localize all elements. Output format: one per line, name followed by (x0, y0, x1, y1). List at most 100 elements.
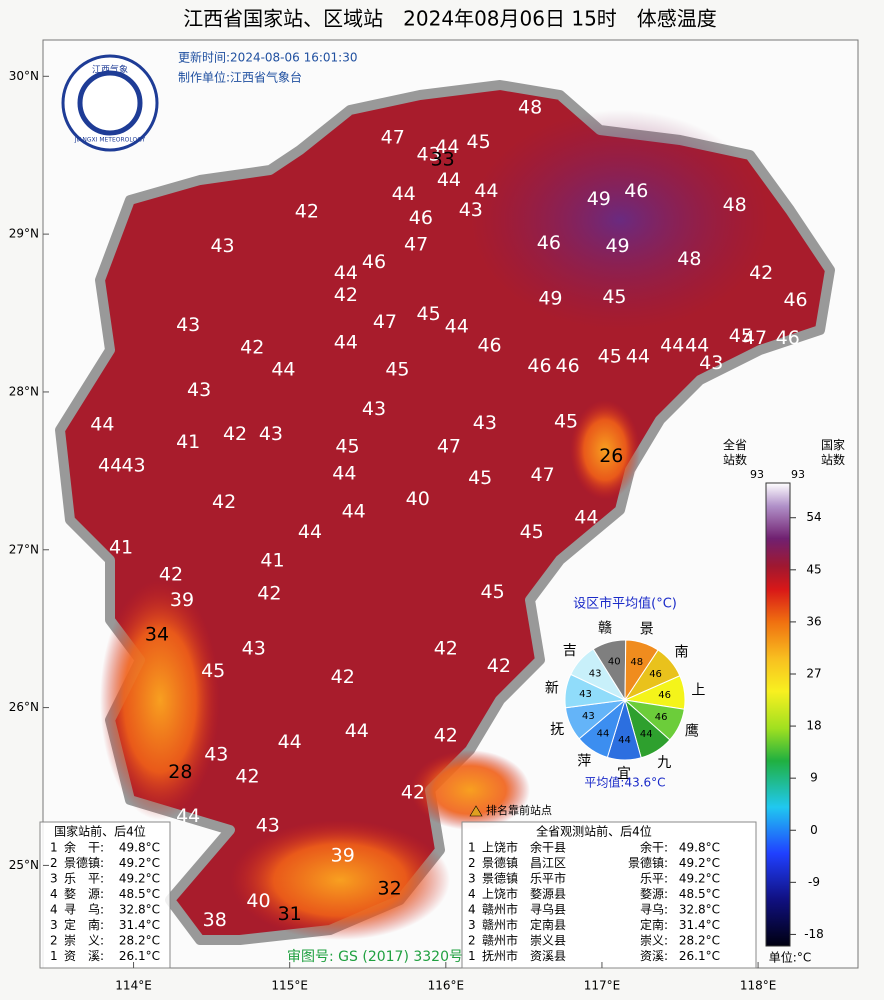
station-value: 47 (373, 311, 397, 333)
table-cell: 4 (50, 903, 58, 917)
pie-value: 44 (640, 729, 653, 740)
station-value: 45 (468, 467, 492, 489)
y-tick-label: 28°N (9, 384, 39, 398)
station-value: 44 (298, 521, 322, 543)
station-value: 32 (378, 878, 402, 900)
table-cell: 2 (468, 934, 476, 948)
table-cell: 1 (468, 841, 476, 855)
table-cell: 资溪: (640, 949, 668, 963)
station-value: 40 (406, 488, 430, 510)
x-tick-label: 115°E (271, 979, 308, 993)
station-value: 42 (434, 725, 458, 747)
station-value: 47 (404, 234, 428, 256)
station-value: 45 (520, 521, 544, 543)
y-tick-label: 26°N (9, 700, 39, 714)
table-cell: 定 南: (64, 917, 104, 932)
station-value: 40 (246, 890, 270, 912)
station-value: 44 (345, 720, 369, 742)
station-value: 45 (481, 581, 505, 603)
station-value: 45 (385, 358, 409, 380)
station-value: 44 (685, 335, 709, 357)
station-value: 47 (743, 327, 767, 349)
logo (61, 54, 159, 152)
shade (470, 110, 770, 330)
station-value: 44 (334, 262, 358, 284)
y-tick-label: 25°N (9, 858, 39, 872)
station-value: 42 (487, 655, 511, 677)
table-cell: 48.5°C (119, 887, 160, 901)
station-value: 46 (477, 335, 501, 357)
station-value: 42 (235, 766, 259, 788)
pie-value: 43 (579, 689, 592, 700)
table-cell: 资溪县 (530, 949, 566, 963)
station-value: 45 (554, 410, 578, 432)
pie-slice (570, 648, 627, 702)
pie-label: 九 (657, 755, 671, 771)
table-cell: 28.2°C (119, 934, 160, 948)
station-value: 45 (335, 436, 359, 458)
table-cell: 49.2°C (119, 856, 160, 870)
table-cell: 婺源县 (530, 886, 566, 901)
table-cell: 景德镇: (64, 855, 104, 870)
station-value: 44 (435, 136, 459, 158)
station-value: 49 (605, 235, 629, 257)
table-cell: 31.4°C (679, 918, 720, 932)
station-value: 46 (409, 207, 433, 229)
station-value: 39 (170, 589, 194, 611)
table-cell: 乐 平: (64, 872, 104, 886)
colorbar (765, 482, 791, 947)
table-cell: 4 (50, 887, 58, 901)
table-cell: 定南县 (530, 917, 566, 932)
table-cell: 1 (50, 949, 58, 963)
table-cell: 赣州市 (482, 902, 518, 917)
station-value: 42 (212, 491, 236, 513)
station-value: 48 (677, 248, 701, 270)
table-cell: 32.8°C (679, 903, 720, 917)
station-value: 44 (90, 414, 114, 436)
table-cell: 3 (468, 918, 476, 932)
station-value: 33 (431, 148, 455, 170)
station-value: 38 (203, 909, 227, 931)
pie-value: 46 (658, 690, 671, 701)
logo-name: 江西气象 (92, 64, 128, 76)
table-title: 国家站前、后4位 (54, 824, 146, 839)
table-cell: 寻乌县 (530, 902, 566, 917)
station-value: 44 (98, 455, 122, 477)
station-value: 44 (271, 358, 295, 380)
table-cell: 49.2°C (679, 872, 720, 886)
station-value: 44 (334, 332, 358, 354)
colorbar-tick-label: 36 (806, 614, 821, 628)
table-cell: 26.1°C (679, 949, 720, 963)
table-cell: 资 溪: (64, 949, 104, 963)
station-value: 47 (531, 464, 555, 486)
pie-label: 抚 (550, 722, 564, 738)
station-value: 46 (556, 355, 580, 377)
station-value: 45 (417, 303, 441, 325)
table-cell: 3 (50, 872, 58, 886)
shade (410, 750, 530, 830)
station-value: 43 (187, 379, 211, 401)
header-line: 站数 (723, 452, 747, 467)
table-cell: 49.2°C (679, 856, 720, 870)
shade (230, 820, 450, 940)
station-value: 42 (334, 284, 358, 306)
station-value: 45 (729, 325, 753, 347)
logo (77, 70, 143, 136)
station-value: 43 (204, 743, 228, 765)
table-cell: 28.2°C (679, 934, 720, 948)
station-value: 44 (474, 180, 498, 202)
table-cell: 49.8°C (679, 841, 720, 855)
colorbar-count: 93 (750, 468, 764, 481)
station-value: 48 (723, 194, 747, 216)
colorbar-unit: 单位:°C (769, 950, 811, 965)
table-cell: 寻 乌: (64, 902, 104, 917)
header-line: 全省 (723, 437, 747, 452)
station-value: 43 (473, 412, 497, 434)
table-cell: 婺源: (640, 886, 668, 901)
pie-label: 赣 (598, 621, 612, 637)
station-value: 31 (278, 903, 302, 925)
audit: 审图号: GS (2017) 3320号 (287, 949, 463, 965)
station-value: 43 (362, 398, 386, 420)
station-value: 44 (574, 507, 598, 529)
y-tick-label: 27°N (9, 542, 39, 556)
